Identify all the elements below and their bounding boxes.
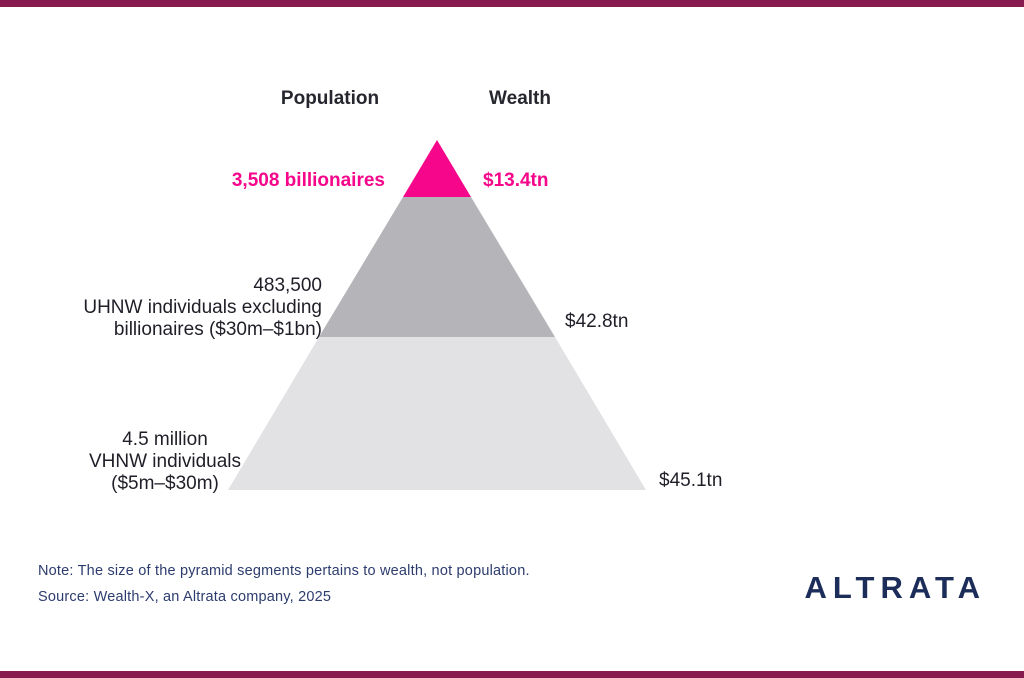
vhnw-population-label: 4.5 million VHNW individuals ($5m–$30m): [88, 429, 242, 494]
billionaires-population-label: 3,508 billionaires: [231, 170, 385, 191]
uhnw-population-label: 483,500 UHNW individuals excluding billi…: [83, 275, 322, 340]
wealth-column-header: Wealth: [489, 88, 551, 109]
vhnw-wealth-value: $45.1tn: [659, 470, 723, 491]
chart-source: Source: Wealth-X, an Altrata company, 20…: [38, 589, 332, 605]
top-accent-bar: [0, 0, 1024, 7]
uhnw-wealth-value: $42.8tn: [565, 311, 629, 332]
bottom-accent-bar: [0, 671, 1024, 678]
population-column-header: Population: [280, 88, 380, 109]
billionaires-wealth-value: $13.4tn: [483, 170, 549, 191]
chart-note: Note: The size of the pyramid segments p…: [38, 563, 530, 579]
wealth-pyramid-chart: [228, 140, 646, 490]
altrata-logo: ALTRATA: [804, 570, 986, 605]
